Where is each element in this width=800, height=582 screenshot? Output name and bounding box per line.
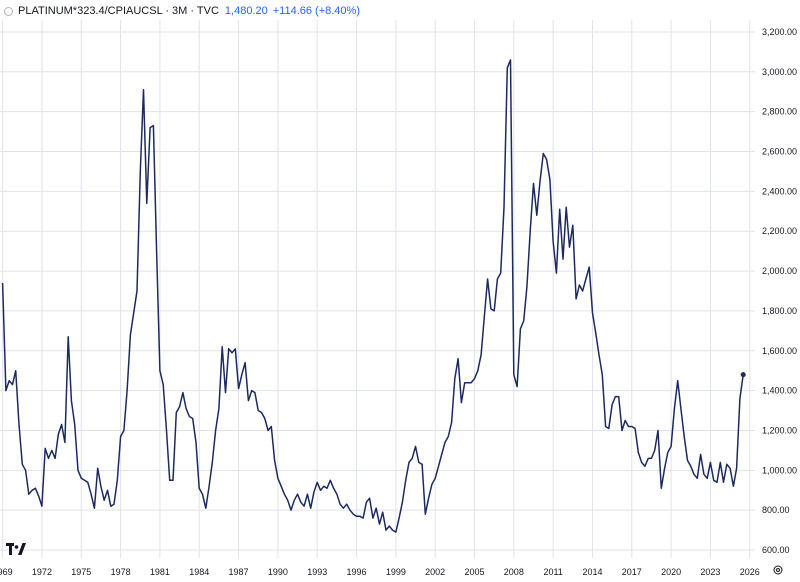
x-tick-label: 1969 [0,567,13,577]
y-tick-label: 2,600.00 [762,147,797,157]
y-tick-label: 3,000.00 [762,67,797,77]
x-tick-label: 1981 [150,567,170,577]
y-tick-label: 1,000.00 [762,465,797,475]
x-tick-label: 2002 [425,567,445,577]
series-layer [1,59,744,533]
x-tick-label: 1996 [347,567,367,577]
x-tick-label: 2017 [622,567,642,577]
y-tick-label: 2,200.00 [762,226,797,236]
tradingview-logo-icon [6,543,28,562]
gear-icon[interactable] [773,565,783,575]
y-tick-label: 1,600.00 [762,346,797,356]
symbol-status-icon [4,6,13,16]
series-line-0[interactable] [1,59,744,533]
x-tick-label: 1978 [111,567,131,577]
chart-header: PLATINUM*323.4/CPIAUCSL · 3M · TVC 1,480… [4,3,360,19]
x-tick-label: 1972 [32,567,52,577]
last-value-point [740,372,746,378]
x-tick-label: 2008 [504,567,524,577]
y-tick-label: 1,400.00 [762,386,797,396]
x-tick-label: 1990 [268,567,288,577]
y-tick-label: 2,400.00 [762,186,797,196]
y-tick-label: 800.00 [762,505,790,515]
grid-lines [0,20,755,558]
x-tick-label: 2014 [582,567,602,577]
x-tick-label: 1984 [189,567,209,577]
symbol-line[interactable]: PLATINUM*323.4/CPIAUCSL · 3M · TVC [18,5,219,17]
x-tick-label: 2011 [543,567,562,577]
x-tick-label: 1999 [386,567,406,577]
x-axis[interactable]: 1969 1972 1975 1978 1981 1984 1987 1990 1993 1996… [0,567,760,577]
x-tick-label: 1993 [307,567,327,577]
y-tick-label: 600.00 [762,545,790,555]
x-tick-label: 2005 [464,567,484,577]
x-tick-label: 1975 [71,567,91,577]
y-tick-label: 1,200.00 [762,425,797,435]
price-change: +114.66 (+8.40%) [272,5,360,17]
x-tick-label: 2026 [740,567,760,577]
y-tick-label: 1,800.00 [762,306,797,316]
y-axis[interactable]: 600.00 800.00 1,000.00 1,200.00 1,400.00 1,60… [762,27,797,555]
y-tick-label: 2,800.00 [762,107,797,117]
x-tick-label: 2020 [661,567,681,577]
last-price: 1,480.20 [224,5,268,17]
y-tick-label: 3,200.00 [762,27,797,37]
y-tick-label: 2,000.00 [762,266,797,276]
x-tick-label: 1987 [229,567,249,577]
last-point-layer [740,372,746,378]
x-tick-label: 2023 [700,567,720,577]
